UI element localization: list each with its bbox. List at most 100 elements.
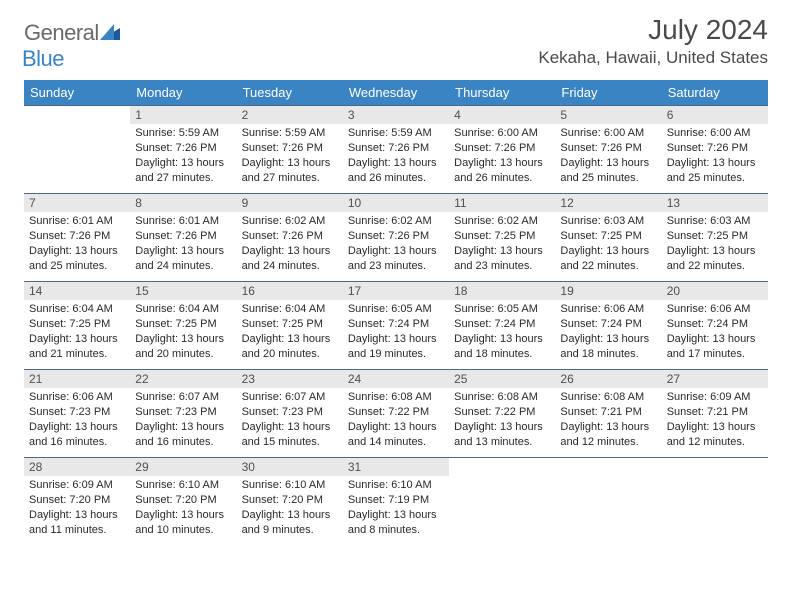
daylight-text: Daylight: 13 hours and 20 minutes. xyxy=(135,332,231,362)
sunrise-text: Sunrise: 6:02 AM xyxy=(454,214,550,229)
week-row: 28Sunrise: 6:09 AMSunset: 7:20 PMDayligh… xyxy=(24,458,768,546)
daylight-text: Daylight: 13 hours and 14 minutes. xyxy=(348,420,444,450)
day-cell xyxy=(449,458,555,546)
sunset-text: Sunset: 7:26 PM xyxy=(454,141,550,156)
sunrise-text: Sunrise: 6:08 AM xyxy=(560,390,656,405)
sunset-text: Sunset: 7:26 PM xyxy=(29,229,125,244)
sunrise-text: Sunrise: 6:10 AM xyxy=(348,478,444,493)
day-header: Sunday xyxy=(24,80,130,106)
day-body: Sunrise: 6:04 AMSunset: 7:25 PMDaylight:… xyxy=(130,300,236,365)
day-body: Sunrise: 6:02 AMSunset: 7:26 PMDaylight:… xyxy=(237,212,343,277)
day-body: Sunrise: 5:59 AMSunset: 7:26 PMDaylight:… xyxy=(343,124,449,189)
logo-text-general: General xyxy=(24,20,99,45)
sunset-text: Sunset: 7:20 PM xyxy=(29,493,125,508)
day-body: Sunrise: 6:03 AMSunset: 7:25 PMDaylight:… xyxy=(555,212,661,277)
day-body: Sunrise: 6:01 AMSunset: 7:26 PMDaylight:… xyxy=(130,212,236,277)
daylight-text: Daylight: 13 hours and 16 minutes. xyxy=(135,420,231,450)
logo-text-blue: Blue xyxy=(22,46,64,72)
page-title: July 2024 xyxy=(538,14,768,46)
sunrise-text: Sunrise: 6:10 AM xyxy=(242,478,338,493)
day-number: 21 xyxy=(24,370,130,388)
day-number: 29 xyxy=(130,458,236,476)
daylight-text: Daylight: 13 hours and 23 minutes. xyxy=(454,244,550,274)
day-body: Sunrise: 6:05 AMSunset: 7:24 PMDaylight:… xyxy=(449,300,555,365)
sunrise-text: Sunrise: 6:00 AM xyxy=(454,126,550,141)
daylight-text: Daylight: 13 hours and 16 minutes. xyxy=(29,420,125,450)
logo: General Blue xyxy=(24,14,120,72)
sunrise-text: Sunrise: 6:01 AM xyxy=(29,214,125,229)
sunrise-text: Sunrise: 5:59 AM xyxy=(135,126,231,141)
day-body: Sunrise: 6:08 AMSunset: 7:22 PMDaylight:… xyxy=(449,388,555,453)
daylight-text: Daylight: 13 hours and 24 minutes. xyxy=(135,244,231,274)
day-header: Tuesday xyxy=(237,80,343,106)
week-row: 14Sunrise: 6:04 AMSunset: 7:25 PMDayligh… xyxy=(24,282,768,370)
day-number: 11 xyxy=(449,194,555,212)
daylight-text: Daylight: 13 hours and 25 minutes. xyxy=(667,156,763,186)
week-row: 21Sunrise: 6:06 AMSunset: 7:23 PMDayligh… xyxy=(24,370,768,458)
sunrise-text: Sunrise: 6:03 AM xyxy=(667,214,763,229)
day-number: 15 xyxy=(130,282,236,300)
sunrise-text: Sunrise: 6:05 AM xyxy=(348,302,444,317)
daylight-text: Daylight: 13 hours and 25 minutes. xyxy=(560,156,656,186)
sunset-text: Sunset: 7:26 PM xyxy=(242,141,338,156)
day-body: Sunrise: 6:09 AMSunset: 7:20 PMDaylight:… xyxy=(24,476,130,541)
day-number: 6 xyxy=(662,106,768,124)
day-body: Sunrise: 6:00 AMSunset: 7:26 PMDaylight:… xyxy=(662,124,768,189)
daylight-text: Daylight: 13 hours and 11 minutes. xyxy=(29,508,125,538)
day-body: Sunrise: 6:00 AMSunset: 7:26 PMDaylight:… xyxy=(555,124,661,189)
day-body: Sunrise: 6:10 AMSunset: 7:20 PMDaylight:… xyxy=(130,476,236,541)
day-cell: 5Sunrise: 6:00 AMSunset: 7:26 PMDaylight… xyxy=(555,106,661,194)
day-cell: 8Sunrise: 6:01 AMSunset: 7:26 PMDaylight… xyxy=(130,194,236,282)
sunset-text: Sunset: 7:26 PM xyxy=(348,141,444,156)
day-cell: 6Sunrise: 6:00 AMSunset: 7:26 PMDaylight… xyxy=(662,106,768,194)
day-cell: 17Sunrise: 6:05 AMSunset: 7:24 PMDayligh… xyxy=(343,282,449,370)
daylight-text: Daylight: 13 hours and 13 minutes. xyxy=(454,420,550,450)
day-body: Sunrise: 5:59 AMSunset: 7:26 PMDaylight:… xyxy=(130,124,236,189)
location-text: Kekaha, Hawaii, United States xyxy=(538,48,768,68)
sunset-text: Sunset: 7:26 PM xyxy=(348,229,444,244)
day-cell: 28Sunrise: 6:09 AMSunset: 7:20 PMDayligh… xyxy=(24,458,130,546)
sunrise-text: Sunrise: 6:07 AM xyxy=(135,390,231,405)
day-body: Sunrise: 6:08 AMSunset: 7:22 PMDaylight:… xyxy=(343,388,449,453)
sunrise-text: Sunrise: 6:08 AM xyxy=(348,390,444,405)
sunrise-text: Sunrise: 6:04 AM xyxy=(242,302,338,317)
day-number: 13 xyxy=(662,194,768,212)
sunset-text: Sunset: 7:20 PM xyxy=(135,493,231,508)
day-body: Sunrise: 6:01 AMSunset: 7:26 PMDaylight:… xyxy=(24,212,130,277)
logo-mark-icon xyxy=(100,20,120,46)
week-row: 1Sunrise: 5:59 AMSunset: 7:26 PMDaylight… xyxy=(24,106,768,194)
sunset-text: Sunset: 7:24 PM xyxy=(348,317,444,332)
sunset-text: Sunset: 7:21 PM xyxy=(667,405,763,420)
daylight-text: Daylight: 13 hours and 9 minutes. xyxy=(242,508,338,538)
daylight-text: Daylight: 13 hours and 12 minutes. xyxy=(667,420,763,450)
sunset-text: Sunset: 7:25 PM xyxy=(29,317,125,332)
sunset-text: Sunset: 7:19 PM xyxy=(348,493,444,508)
sunrise-text: Sunrise: 6:05 AM xyxy=(454,302,550,317)
daylight-text: Daylight: 13 hours and 22 minutes. xyxy=(560,244,656,274)
day-number: 12 xyxy=(555,194,661,212)
sunrise-text: Sunrise: 6:04 AM xyxy=(135,302,231,317)
sunset-text: Sunset: 7:23 PM xyxy=(135,405,231,420)
day-cell: 27Sunrise: 6:09 AMSunset: 7:21 PMDayligh… xyxy=(662,370,768,458)
sunrise-text: Sunrise: 5:59 AM xyxy=(348,126,444,141)
daylight-text: Daylight: 13 hours and 27 minutes. xyxy=(135,156,231,186)
day-number: 9 xyxy=(237,194,343,212)
day-number: 3 xyxy=(343,106,449,124)
day-number: 20 xyxy=(662,282,768,300)
daylight-text: Daylight: 13 hours and 12 minutes. xyxy=(560,420,656,450)
day-number: 14 xyxy=(24,282,130,300)
day-header: Wednesday xyxy=(343,80,449,106)
day-cell: 9Sunrise: 6:02 AMSunset: 7:26 PMDaylight… xyxy=(237,194,343,282)
day-cell: 13Sunrise: 6:03 AMSunset: 7:25 PMDayligh… xyxy=(662,194,768,282)
day-number: 1 xyxy=(130,106,236,124)
sunset-text: Sunset: 7:25 PM xyxy=(454,229,550,244)
day-body: Sunrise: 6:05 AMSunset: 7:24 PMDaylight:… xyxy=(343,300,449,365)
sunset-text: Sunset: 7:23 PM xyxy=(29,405,125,420)
day-body: Sunrise: 6:07 AMSunset: 7:23 PMDaylight:… xyxy=(237,388,343,453)
day-number: 27 xyxy=(662,370,768,388)
day-cell: 7Sunrise: 6:01 AMSunset: 7:26 PMDaylight… xyxy=(24,194,130,282)
week-row: 7Sunrise: 6:01 AMSunset: 7:26 PMDaylight… xyxy=(24,194,768,282)
day-body: Sunrise: 6:02 AMSunset: 7:25 PMDaylight:… xyxy=(449,212,555,277)
sunrise-text: Sunrise: 6:06 AM xyxy=(560,302,656,317)
sunset-text: Sunset: 7:26 PM xyxy=(560,141,656,156)
